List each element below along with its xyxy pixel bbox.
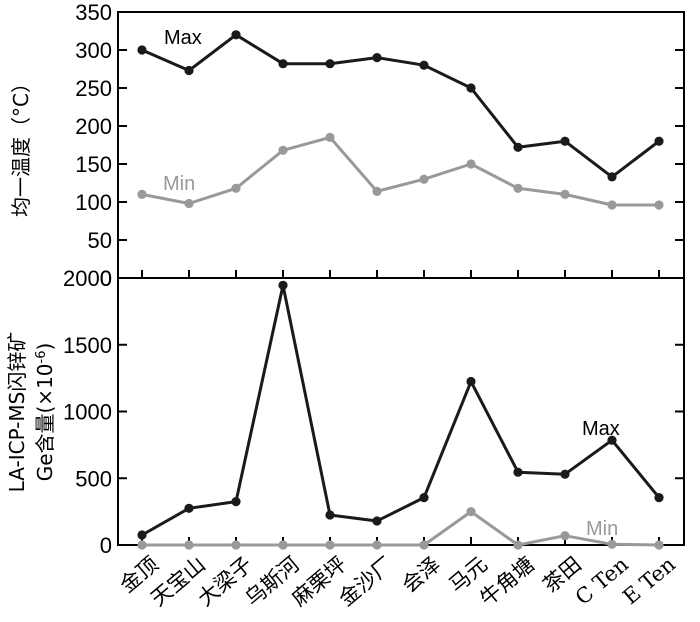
- bottom-min-point: [513, 540, 523, 550]
- top-panel: 0 50 100 150 200 250 300 350 均一温度（°C） Max Min: [9, 0, 685, 291]
- bottom-min-point: [372, 540, 382, 550]
- bottom-max-point: [419, 493, 429, 503]
- top-max-point: [325, 59, 335, 69]
- bottom-max-point: [231, 497, 241, 507]
- top-max-point: [513, 142, 523, 152]
- bottom-panel: 0 500 1000 1500 2000 LA-ICP-MS闪锌矿 Ge含量(×10-6…: [5, 266, 685, 558]
- bottom-y-axis-label-close: ): [33, 343, 57, 351]
- bottom-series-group: [137, 280, 664, 550]
- bottom-min-point: [184, 540, 194, 550]
- bottom-max-point: [560, 469, 570, 479]
- bottom-min-label: Min: [586, 518, 618, 540]
- bottom-min-line: [142, 510, 660, 547]
- top-max-point: [184, 65, 194, 76]
- bottom-min-point: [654, 540, 664, 550]
- top-max-point: [560, 136, 570, 146]
- top-min-point: [372, 186, 382, 196]
- top-min-line: [141, 135, 659, 207]
- top-y-tick-label: 100: [75, 190, 112, 215]
- x-category-label: C Ten: [571, 552, 633, 610]
- bottom-max-point: [184, 503, 194, 513]
- top-max-point: [372, 53, 382, 63]
- top-max-label: Max: [164, 27, 202, 49]
- bottom-y-axis-label-line1: LA-ICP-MS闪锌矿: [5, 332, 29, 493]
- top-y-tick-label: 150: [75, 152, 112, 177]
- bottom-max-point: [607, 435, 617, 445]
- top-y-axis: 0 50 100 150 200 250 300 350: [75, 0, 684, 291]
- bottom-y-axis-label-sup: -6: [34, 351, 49, 364]
- top-min-point: [184, 198, 194, 209]
- top-plot-frame: [117, 11, 685, 279]
- top-series-group: [137, 30, 664, 210]
- top-min-point: [231, 183, 241, 193]
- top-max-point: [419, 60, 429, 70]
- top-max-point: [278, 59, 288, 69]
- top-min-point: [137, 189, 147, 199]
- bottom-max-point: [278, 280, 288, 290]
- top-y-tick-label: 200: [75, 114, 112, 139]
- top-max-point: [654, 136, 664, 146]
- top-y-tick-label: 0: [100, 266, 112, 291]
- bottom-min-point: [607, 539, 617, 549]
- bottom-max-point: [137, 530, 147, 540]
- top-y-tick-label: 350: [75, 0, 112, 25]
- bottom-y-tick-label: 2000: [63, 266, 112, 291]
- top-min-point: [560, 189, 570, 199]
- bottom-y-axis-label-main: Ge含量(×10: [33, 363, 57, 481]
- bottom-min-point: [231, 540, 241, 550]
- x-category-label: 牛角塘: [475, 552, 539, 611]
- top-y-tick-label: 50: [88, 228, 112, 253]
- top-max-point: [607, 172, 617, 182]
- bottom-max-point: [513, 467, 523, 477]
- bottom-max-point: [325, 510, 335, 520]
- x-category-label: 金沙厂: [334, 552, 398, 611]
- top-min-point: [419, 174, 429, 184]
- bottom-max-point: [372, 516, 382, 526]
- bottom-max-point: [466, 376, 476, 387]
- x-category-label: 会泽: [397, 552, 445, 597]
- top-min-label: Min: [163, 173, 195, 195]
- bottom-max-label: Max: [582, 418, 620, 440]
- bottom-y-tick-label: 500: [75, 466, 112, 491]
- bottom-y-tick-label: 1000: [63, 400, 112, 425]
- bottom-y-tick-label: 1500: [63, 333, 112, 358]
- top-min-point: [325, 132, 335, 142]
- bottom-max-point: [654, 493, 664, 503]
- top-min-point: [654, 200, 664, 210]
- top-max-line: [141, 33, 660, 179]
- top-max-point: [466, 83, 476, 93]
- top-min-point: [607, 200, 617, 210]
- x-category-label: E Ten: [618, 552, 680, 609]
- top-min-point: [278, 145, 288, 155]
- bottom-max-line: [141, 283, 661, 537]
- top-max-point: [137, 45, 147, 55]
- bottom-y-axis: 0 500 1000 1500 2000: [63, 266, 684, 558]
- bottom-min-point: [325, 540, 335, 550]
- bottom-min-point: [419, 540, 429, 550]
- bottom-min-point: [466, 507, 476, 517]
- top-y-axis-label: 均一温度（°C）: [9, 73, 33, 217]
- bottom-min-point: [278, 540, 288, 550]
- top-y-tick-label: 300: [75, 38, 112, 63]
- bottom-min-point: [560, 531, 570, 541]
- top-y-tick-label: 250: [75, 76, 112, 101]
- top-max-point: [231, 30, 241, 40]
- bottom-y-axis-label-line2: Ge含量(×10-6): [33, 343, 57, 482]
- top-min-point: [466, 159, 476, 169]
- bottom-y-tick-label: 0: [100, 533, 112, 558]
- top-min-point: [513, 183, 523, 193]
- bottom-min-point: [137, 540, 147, 550]
